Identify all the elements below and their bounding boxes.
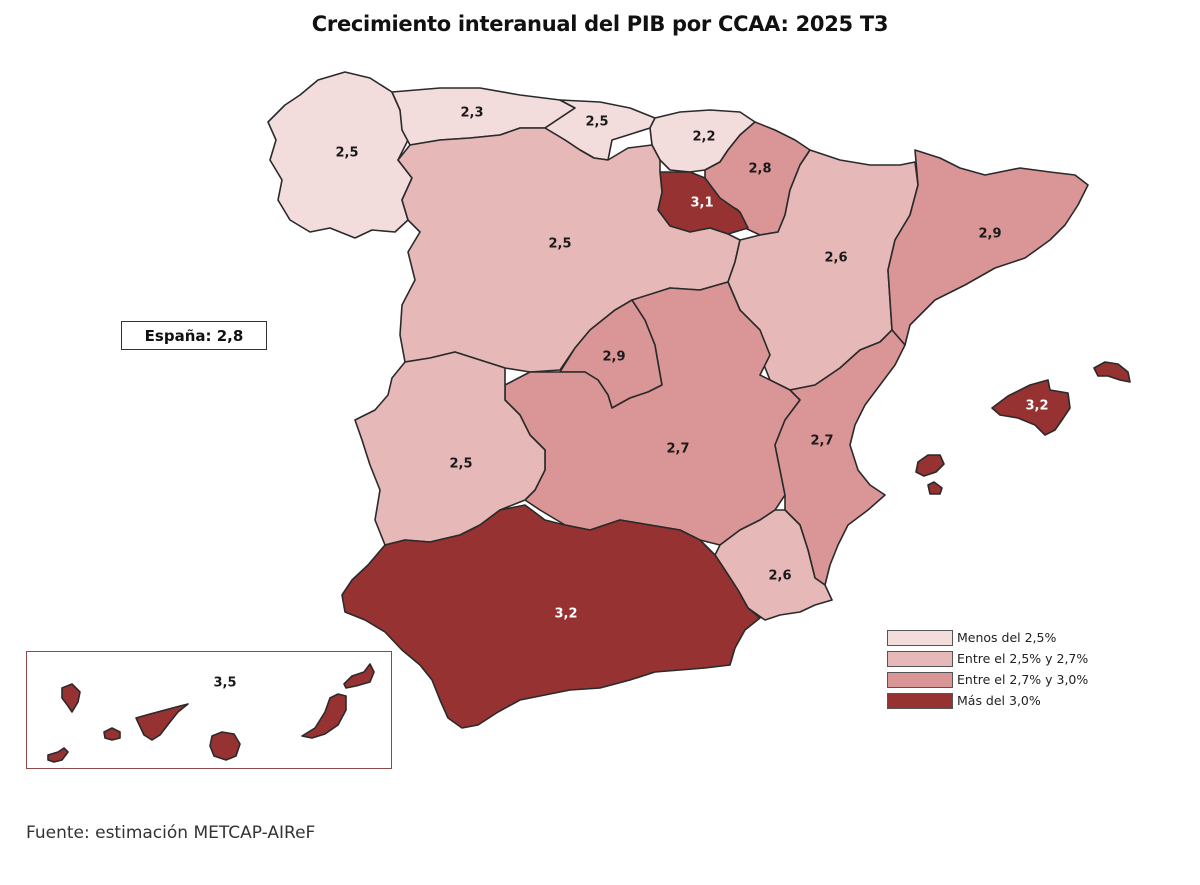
label-aragon: 2,6 [824, 251, 847, 266]
legend-swatch [887, 671, 953, 688]
region-canarias-fuerteventura[interactable] [301, 693, 347, 739]
canarias-inset-frame [26, 651, 392, 769]
legend-label: Entre el 2,5% y 2,7% [957, 651, 1089, 666]
label-cataluna: 2,9 [978, 227, 1001, 242]
label-navarra: 2,8 [748, 162, 771, 177]
region-baleares-formentera[interactable] [927, 481, 943, 495]
region-canarias-el-hierro[interactable] [47, 747, 69, 763]
region-baleares-menorca[interactable] [1093, 361, 1131, 383]
legend-swatch [887, 629, 953, 646]
label-castilla-la-mancha: 2,7 [666, 442, 689, 457]
label-cantabria: 2,5 [585, 115, 608, 130]
chart-title: Crecimiento interanual del PIB por CCAA:… [311, 12, 889, 36]
region-canarias-la-palma[interactable] [61, 683, 81, 713]
source-note: Fuente: estimación METCAP-AIReF [26, 823, 316, 843]
region-andalucia[interactable] [341, 504, 761, 729]
legend-label: Entre el 2,7% y 3,0% [957, 672, 1089, 687]
label-la-rioja: 3,1 [690, 196, 713, 211]
region-baleares-mallorca[interactable] [991, 379, 1071, 436]
label-pais-vasco: 2,2 [692, 130, 715, 145]
legend-label: Más del 3,0% [957, 693, 1041, 708]
legend-item: Entre el 2,7% y 3,0% [887, 669, 1088, 690]
label-asturias: 2,3 [460, 106, 483, 121]
region-canarias-la-gomera[interactable] [103, 727, 121, 741]
region-canarias-tenerife[interactable] [135, 703, 189, 741]
region-baleares-ibiza[interactable] [915, 454, 945, 477]
label-andalucia: 3,2 [554, 607, 577, 622]
legend-swatch [887, 650, 953, 667]
label-galicia: 2,5 [335, 146, 358, 161]
region-canarias-gran-canaria[interactable] [209, 731, 241, 761]
legend-label: Menos del 2,5% [957, 630, 1057, 645]
legend: Menos del 2,5% Entre el 2,5% y 2,7% Entr… [887, 627, 1088, 711]
label-extremadura: 2,5 [449, 457, 472, 472]
region-canarias-lanzarote[interactable] [343, 663, 375, 689]
label-castilla-y-leon: 2,5 [548, 237, 571, 252]
region-cataluna[interactable] [887, 149, 1089, 346]
label-murcia: 2,6 [768, 569, 791, 584]
national-value-box: España: 2,8 [121, 321, 267, 350]
legend-item: Más del 3,0% [887, 690, 1088, 711]
legend-item: Entre el 2,5% y 2,7% [887, 648, 1088, 669]
legend-item: Menos del 2,5% [887, 627, 1088, 648]
legend-swatch [887, 692, 953, 709]
label-baleares: 3,2 [1025, 399, 1048, 414]
label-madrid: 2,9 [602, 350, 625, 365]
region-navarra[interactable] [704, 121, 811, 236]
region-murcia[interactable] [714, 509, 833, 621]
label-canarias: 3,5 [213, 676, 236, 691]
label-comunitat-valenciana: 2,7 [810, 434, 833, 449]
